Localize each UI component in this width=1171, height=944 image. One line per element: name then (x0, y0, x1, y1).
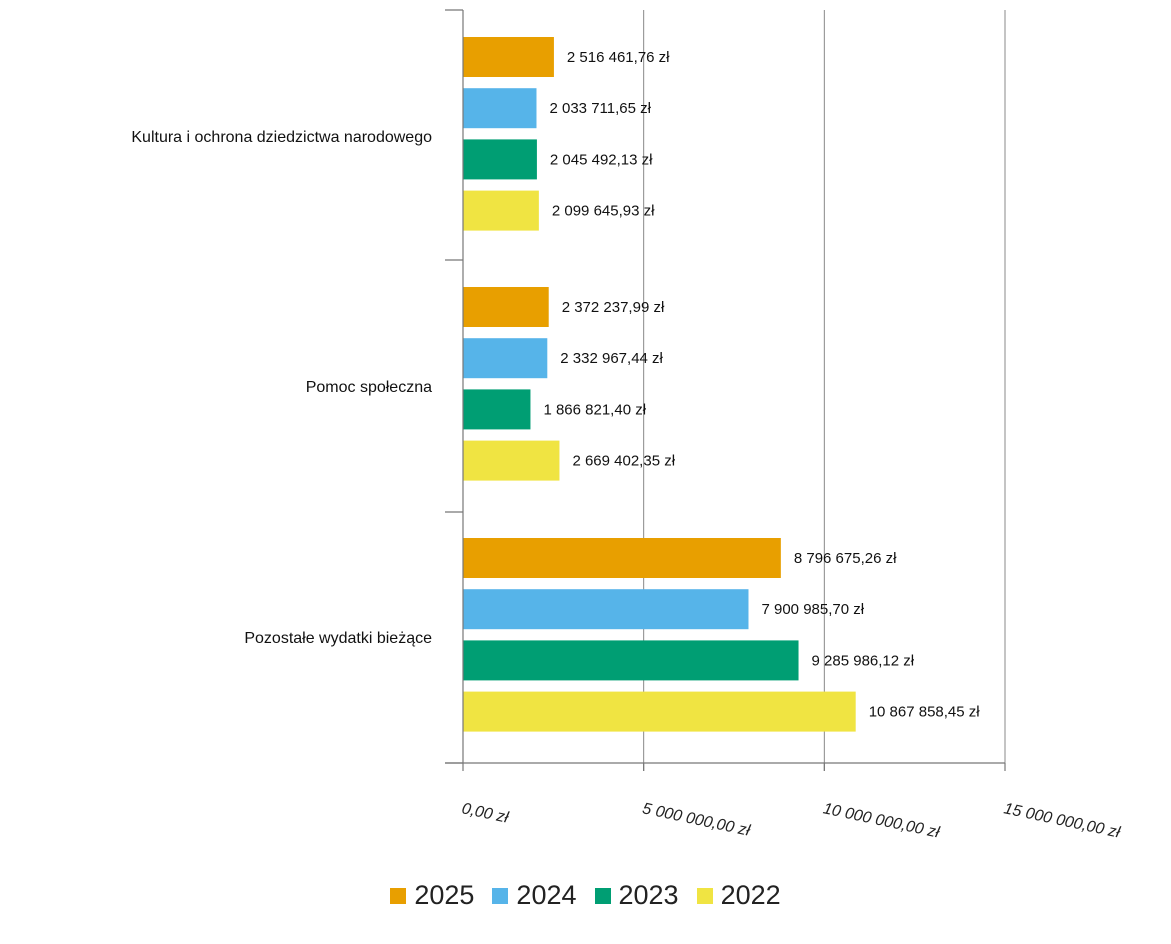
bar (463, 190, 539, 231)
category-label: Kultura i ochrona dziedzictwa narodowego (131, 129, 432, 146)
data-label: 1 866 821,40 zł (543, 401, 646, 418)
x-tick-label: 15 000 000,00 zł (1002, 800, 1122, 841)
data-label: 7 900 985,70 zł (761, 601, 864, 618)
data-label: 9 285 986,12 zł (812, 652, 915, 669)
legend-item: 2025 (390, 880, 474, 911)
legend-swatch (594, 887, 611, 904)
legend-label: 2024 (516, 880, 577, 910)
bar (463, 691, 856, 732)
data-label: 2 332 967,44 zł (560, 350, 663, 367)
legend-item: 2024 (492, 880, 577, 911)
bar (463, 440, 560, 481)
bar (463, 640, 799, 681)
data-label: 10 867 858,45 zł (869, 704, 981, 721)
category-label: Pomoc społeczna (306, 379, 432, 396)
x-tick-label: 10 000 000,00 zł (822, 800, 942, 841)
legend-swatch (390, 887, 407, 904)
bar (463, 88, 537, 129)
bar (463, 538, 781, 578)
data-label: 2 033 711,65 zł (549, 100, 651, 117)
data-label: 2 099 645,93 zł (552, 203, 655, 220)
bar (463, 287, 549, 327)
category-label: Pozostałe wydatki bieżące (244, 630, 432, 647)
data-label: 2 516 461,76 zł (567, 49, 670, 66)
legend-swatch (492, 887, 509, 904)
legend-item: 2023 (594, 880, 679, 911)
x-tick-label: 5 000 000,00 zł (641, 800, 752, 839)
x-tick-label: 0,00 zł (460, 800, 510, 827)
data-label: 2 045 492,13 zł (550, 151, 653, 168)
legend-item: 2022 (696, 880, 781, 911)
legend-swatch (696, 887, 713, 904)
bar (463, 389, 531, 430)
bar (463, 589, 749, 630)
legend-label: 2023 (618, 880, 679, 910)
data-label: 2 669 402,35 zł (572, 453, 675, 470)
bar-layer (463, 37, 856, 732)
legend-label: 2025 (414, 880, 475, 910)
bar (463, 139, 537, 180)
bar (463, 338, 548, 379)
bar (463, 37, 554, 77)
chart-legend: 2025 2024 2023 2022 (0, 880, 1171, 911)
axis-layer (445, 9, 1006, 771)
data-label: 2 372 237,99 zł (562, 299, 665, 316)
legend-label: 2022 (720, 880, 781, 910)
data-label: 8 796 675,26 zł (794, 550, 897, 567)
